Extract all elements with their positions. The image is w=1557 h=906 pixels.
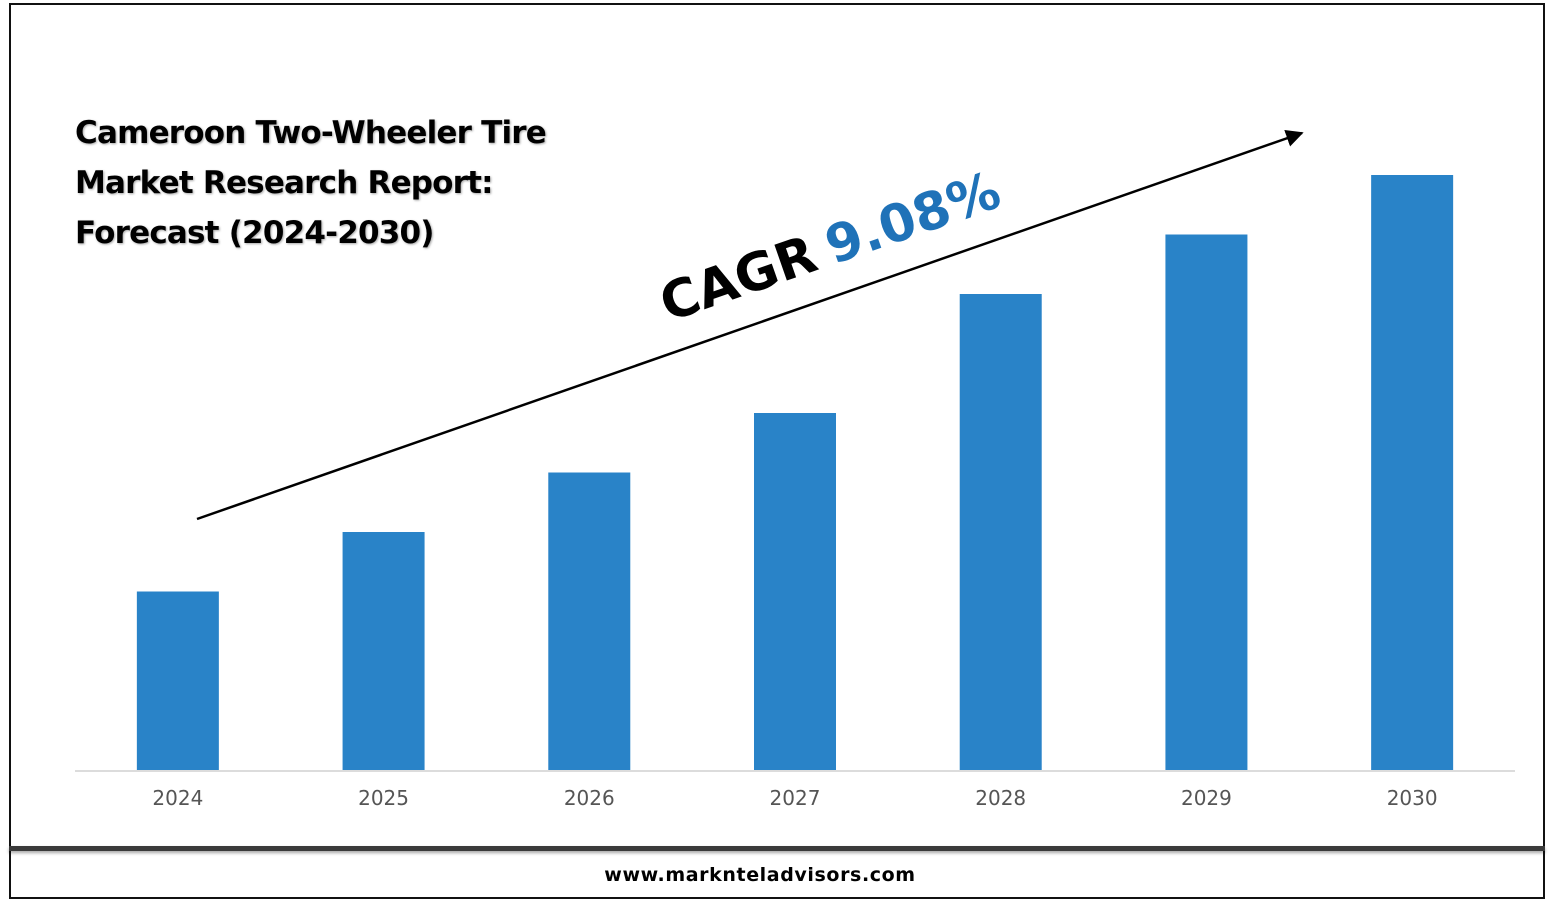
x-tick-label-2027: 2027 bbox=[770, 786, 821, 810]
svg-text:CAGR9.08%: CAGR9.08% bbox=[653, 161, 1009, 335]
bar-2029 bbox=[1165, 234, 1248, 770]
bar-2026 bbox=[548, 472, 631, 770]
chart-title: Cameroon Two-Wheeler Tire Market Researc… bbox=[75, 115, 547, 251]
x-tick-label-2024: 2024 bbox=[152, 786, 203, 810]
x-tick-labels: 2024 2025 2026 2027 2028 2029 2030 bbox=[152, 786, 1437, 810]
bars-group bbox=[136, 175, 1454, 770]
bar-2024 bbox=[136, 591, 219, 770]
footer-url: www.marknteladvisors.com bbox=[604, 864, 916, 886]
x-tick-label-2026: 2026 bbox=[564, 786, 615, 810]
bar-2025 bbox=[342, 532, 425, 770]
x-tick-label-2028: 2028 bbox=[975, 786, 1026, 810]
bar-2030 bbox=[1371, 175, 1454, 770]
cagr-label: CAGR bbox=[653, 225, 825, 335]
cagr-value: 9.08% bbox=[818, 161, 1008, 277]
x-tick-label-2030: 2030 bbox=[1387, 786, 1438, 810]
bar-2028 bbox=[959, 294, 1042, 770]
bar-2027 bbox=[754, 413, 836, 770]
chart-frame bbox=[9, 3, 1545, 899]
x-tick-label-2029: 2029 bbox=[1181, 786, 1232, 810]
footer-divider bbox=[9, 846, 1545, 851]
growth-arrow bbox=[196, 129, 1304, 521]
x-tick-label-2025: 2025 bbox=[358, 786, 409, 810]
cagr-annotation: CAGR9.08% bbox=[653, 161, 1009, 335]
